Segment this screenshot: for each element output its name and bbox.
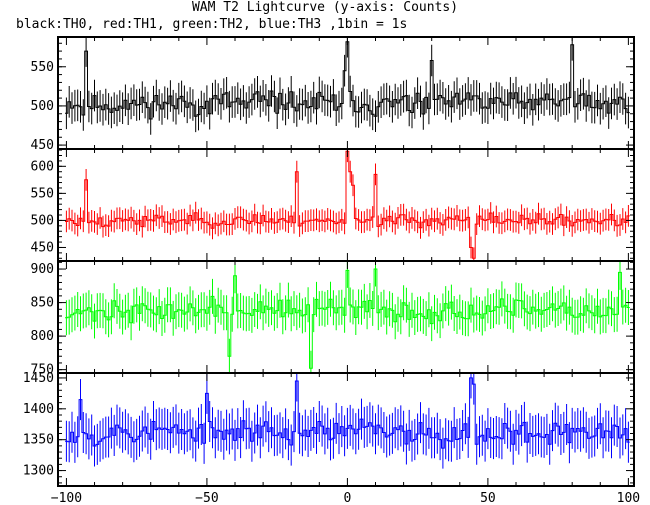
ytick-label-TH0-500: 500 (31, 99, 54, 114)
ytick-label-TH0-550: 550 (31, 60, 54, 75)
xtick-label-50: 50 (480, 491, 496, 505)
panel-TH3-frame (57, 372, 635, 487)
ytick-label-TH1-550: 550 (31, 186, 54, 201)
ytick-label-TH3-1450: 1450 (23, 371, 54, 386)
series-TH2-line (65, 268, 630, 369)
ytick-label-TH2-900: 900 (31, 262, 54, 277)
ytick-label-TH2-750: 750 (31, 363, 54, 378)
series-TH1-errorbars (65, 149, 629, 261)
series-TH0-marks (65, 37, 630, 135)
ytick-label-TH1-450: 450 (31, 240, 54, 255)
ytick-label-TH2-800: 800 (31, 329, 54, 344)
chart-subtitle: black:TH0, red:TH1, green:TH2, blue:TH3 … (16, 17, 408, 32)
xtick-label--50: −50 (195, 491, 218, 505)
ytick-label-TH1-600: 600 (31, 159, 54, 174)
ytick-label-TH2-850: 850 (31, 296, 54, 311)
ytick-label-TH3-1400: 1400 (23, 402, 54, 417)
ytick-label-TH3-1300: 1300 (23, 464, 54, 479)
series-TH3-marks (65, 373, 630, 469)
chart-title: WAM T2 Lightcurve (y-axis: Counts) (191, 0, 459, 15)
ytick-label-TH3-1350: 1350 (23, 433, 54, 448)
ytick-label-TH0-450: 450 (31, 138, 54, 153)
series-TH2-marks (65, 261, 630, 373)
xtick-label--100: −100 (51, 491, 82, 505)
xtick-label-0: 0 (343, 491, 351, 505)
series-TH3-line (65, 377, 630, 449)
ytick-label-TH1-500: 500 (31, 213, 54, 228)
series-TH1-line (65, 150, 630, 259)
series-TH0-line (65, 41, 630, 120)
xtick-label-100: 100 (617, 491, 640, 505)
series-TH1-marks (65, 149, 630, 261)
